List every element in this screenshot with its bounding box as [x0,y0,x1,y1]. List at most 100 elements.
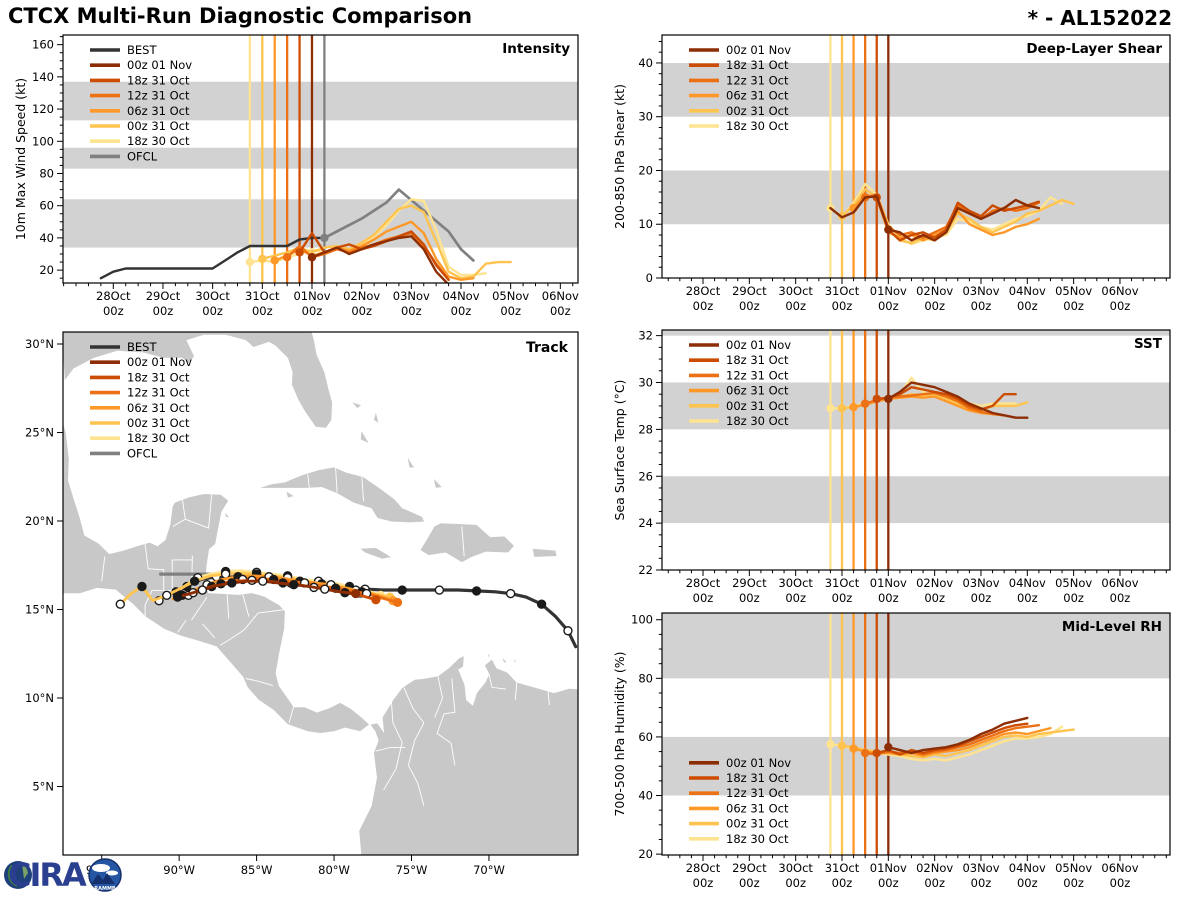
legend-entry-06z-31-oct: 06z 31 Oct [726,384,789,398]
svg-text:00z: 00z [739,591,760,605]
svg-text:20: 20 [39,263,54,277]
svg-text:160: 160 [32,38,54,52]
svg-text:05Nov: 05Nov [1055,861,1092,875]
svg-text:30°N: 30°N [25,337,54,351]
svg-text:00z: 00z [550,304,571,318]
svg-text:00z: 00z [202,304,223,318]
svg-text:00z: 00z [1063,876,1084,890]
svg-text:140: 140 [32,70,54,84]
svg-text:28Oct: 28Oct [686,576,721,590]
intensity-panel: 28Oct00z29Oct00z30Oct00z31Oct00z01Nov00z… [13,34,579,318]
sst-init-lines [829,330,890,570]
rammb-label: RAMMB [94,886,116,892]
legend-entry-00z-31-oct: 00z 31 Oct [726,817,789,831]
svg-text:05Nov: 05Nov [1055,284,1092,298]
legend-entry-00z-01-nov: 00z 01 Nov [726,338,791,352]
svg-text:10: 10 [638,217,653,231]
svg-text:31Oct: 31Oct [245,289,280,303]
svg-text:00z: 00z [971,591,992,605]
svg-text:01Nov: 01Nov [293,289,330,303]
legend-entry-18z-30-oct: 18z 30 Oct [726,832,789,846]
shear-panel: 28Oct00z29Oct00z30Oct00z31Oct00z01Nov00z… [612,34,1171,313]
legend-entry-12z-31-oct: 12z 31 Oct [726,73,789,87]
legend-entry-00z-31-oct: 00z 31 Oct [726,399,789,413]
track-panel: 30°N25°N20°N15°N10°N5°N95°W90°W85°W80°W7… [25,331,579,877]
intensity-bands [63,81,578,248]
svg-text:04Nov: 04Nov [1009,284,1046,298]
svg-text:00z: 00z [832,299,853,313]
svg-text:20: 20 [638,847,653,861]
legend-entry-18z-31-oct: 18z 31 Oct [127,73,190,87]
rh-bands [662,613,1170,796]
series-line-18z-31-oct [875,386,1017,411]
shear-ylabel: 200-850 hPa Shear (kt) [612,84,627,229]
svg-text:00z: 00z [252,304,273,318]
svg-text:06Nov: 06Nov [1101,284,1138,298]
svg-text:28: 28 [638,422,653,436]
svg-text:00z: 00z [1017,876,1038,890]
rh-ylabel: 700-500 hPa Humidity (%) [612,651,627,816]
svg-text:24: 24 [638,516,653,530]
series-line-00z-01-nov [310,235,449,283]
svg-text:00z: 00z [832,591,853,605]
svg-text:100: 100 [32,134,54,148]
svg-text:29Oct: 29Oct [732,284,767,298]
svg-text:30: 30 [638,110,653,124]
svg-text:00z: 00z [832,876,853,890]
rh-init-lines [829,613,890,855]
svg-text:00z: 00z [1110,591,1131,605]
svg-text:02Nov: 02Nov [343,289,380,303]
svg-text:22: 22 [638,563,653,577]
legend-entry-12z-31-oct: 12z 31 Oct [127,386,190,400]
svg-text:03Nov: 03Nov [962,284,999,298]
legend-entry-ofcl: OFCL [127,446,158,460]
shear-bands [662,62,1170,225]
svg-text:00z: 00z [878,591,899,605]
shear-axes: 28Oct00z29Oct00z30Oct00z31Oct00z01Nov00z… [612,34,1171,313]
svg-text:0: 0 [646,271,653,285]
legend-entry-12z-31-oct: 12z 31 Oct [726,786,789,800]
svg-text:03Nov: 03Nov [393,289,430,303]
svg-text:04Nov: 04Nov [442,289,479,303]
svg-text:01Nov: 01Nov [870,861,907,875]
legend-entry-06z-31-oct: 06z 31 Oct [127,401,190,415]
svg-text:28Oct: 28Oct [686,284,721,298]
svg-text:100: 100 [631,613,653,627]
svg-text:00z: 00z [1063,299,1084,313]
svg-text:120: 120 [32,102,54,116]
svg-text:40: 40 [39,231,54,245]
intensity-series [99,188,512,283]
legend-entry-00z-31-oct: 00z 31 Oct [127,119,190,133]
svg-text:00z: 00z [500,304,521,318]
svg-text:00z: 00z [693,591,714,605]
svg-text:29Oct: 29Oct [146,289,181,303]
svg-text:00z: 00z [1110,299,1131,313]
intensity-ylabel: 10m Max Wind Speed (kt) [13,78,28,240]
svg-text:00z: 00z [924,591,945,605]
svg-text:00z: 00z [1017,299,1038,313]
svg-text:00z: 00z [401,304,422,318]
svg-text:85°W: 85°W [241,863,273,877]
rh-series [826,716,1075,762]
svg-text:05Nov: 05Nov [1055,576,1092,590]
legend-entry-18z-31-oct: 18z 31 Oct [726,771,789,785]
legend-entry-18z-31-oct: 18z 31 Oct [127,370,190,384]
svg-text:90°W: 90°W [163,863,195,877]
series-line-00z-01-nov [829,195,1041,242]
svg-text:15°N: 15°N [25,603,54,617]
svg-text:40: 40 [638,56,653,70]
legend-entry-18z-31-oct: 18z 31 Oct [726,353,789,367]
svg-text:29Oct: 29Oct [732,861,767,875]
cira-wordmark: CIRA [8,856,87,894]
storm-id-label: * - AL152022 [1027,6,1172,30]
svg-text:30Oct: 30Oct [778,576,813,590]
svg-text:03Nov: 03Nov [962,576,999,590]
legend-entry-00z-31-oct: 00z 31 Oct [127,416,190,430]
svg-text:00z: 00z [785,299,806,313]
svg-text:20°N: 20°N [25,514,54,528]
track-title: Track [526,340,569,356]
sst-panel: 28Oct00z29Oct00z30Oct00z31Oct00z01Nov00z… [612,329,1171,605]
